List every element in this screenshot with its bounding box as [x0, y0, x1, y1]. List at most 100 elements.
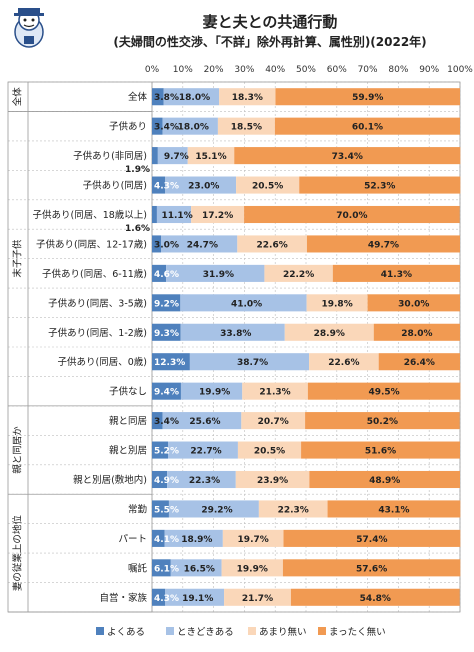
bar-segment — [165, 588, 225, 606]
data-label: 17.2% — [202, 211, 233, 221]
category-label: 親と別居 — [109, 445, 147, 457]
bar-segment — [284, 323, 374, 341]
bar-segment — [152, 147, 158, 165]
data-label: 6.1% — [154, 564, 179, 574]
data-label: 21.7% — [242, 594, 273, 604]
bar-segment — [164, 529, 223, 547]
data-label: 60.1% — [352, 123, 383, 133]
category-label: 嘱託 — [128, 562, 148, 574]
category-label: 親と同居 — [109, 415, 147, 427]
bar-segment — [156, 205, 192, 224]
data-label: 4.9% — [154, 476, 179, 486]
bar-segment — [152, 205, 157, 224]
data-label: 4.1% — [154, 535, 179, 545]
group-label: 末子子供 — [12, 239, 24, 278]
chart-subtitle: (夫婦間の性交渉、「不詳」除外再計算、属性別)(2022年) — [113, 34, 426, 49]
category-label: 子供あり — [109, 121, 147, 133]
legend-label: あまり無い — [259, 626, 307, 638]
data-label: 19.9% — [237, 564, 268, 574]
x-tick-label: 30% — [234, 65, 254, 75]
data-label: 11.1% — [161, 211, 192, 221]
bar-segment — [152, 235, 162, 253]
data-label: 4.3% — [154, 594, 179, 604]
data-label: 20.5% — [252, 182, 283, 192]
bar-segment — [166, 264, 265, 282]
bar-segment — [237, 441, 302, 459]
x-tick-label: 60% — [327, 65, 347, 75]
bar-segment — [152, 412, 163, 430]
bar-segment — [234, 147, 461, 165]
data-label: 59.9% — [352, 93, 383, 103]
data-label: 16.5% — [184, 564, 215, 574]
category-label: 子供あり(同居、3-5歳) — [48, 297, 147, 309]
bar-segment — [152, 382, 181, 400]
category-label: 子供あり(同居、0歳) — [58, 356, 147, 368]
bar-segment — [162, 117, 218, 135]
data-label: 23.0% — [188, 182, 219, 192]
bar-segment — [242, 382, 308, 400]
data-label: 18.3% — [232, 93, 263, 103]
bar-segment — [217, 117, 275, 135]
bar-segment — [309, 470, 460, 489]
data-label: 18.0% — [179, 93, 210, 103]
data-label: 54.8% — [360, 594, 391, 604]
bar-segment — [219, 88, 276, 106]
bar-segment — [264, 264, 333, 282]
data-label: 28.9% — [314, 329, 345, 339]
data-label: 9.4% — [154, 388, 179, 398]
category-label: 子供あり(同居、18歳以上) — [32, 209, 147, 221]
legend-label: まったく無い — [329, 626, 386, 638]
mascot-logo-icon — [14, 8, 44, 48]
data-label: 12.3% — [154, 358, 185, 368]
data-label: 3.8% — [154, 93, 179, 103]
category-label: 子供あり(同居、12-17歳) — [36, 238, 147, 250]
bar-segment — [299, 176, 461, 194]
x-tick-label: 90% — [419, 65, 439, 75]
bar-segment — [168, 500, 259, 518]
bar-segment — [241, 412, 306, 430]
bar-segment — [167, 470, 236, 489]
data-label: 38.7% — [237, 358, 268, 368]
data-label: 70.0% — [336, 211, 367, 221]
bar-segment — [332, 264, 460, 282]
bar-segment — [327, 500, 461, 518]
data-label: 3.4% — [154, 417, 179, 427]
data-label: 9.3% — [154, 329, 179, 339]
bar-segment — [152, 117, 163, 135]
data-label: 19.8% — [321, 299, 352, 309]
value-labels: 3.8% 18.0% 18.3% 59.9%3.4%18.0% 18.5% 60.1%1.… — [125, 93, 435, 604]
bar-segment — [180, 294, 307, 312]
data-label: 18.0% — [178, 123, 209, 133]
bar-segment — [187, 147, 235, 165]
x-tick-labels: 0% 10% 20% 30% 40% 50% 60% 70% 80% 90% 100% — [145, 65, 473, 75]
data-label: 29.2% — [201, 505, 232, 515]
x-tick-label: 10% — [173, 65, 193, 75]
bar-segment — [309, 353, 379, 371]
data-label: 19.1% — [182, 594, 213, 604]
data-label: 15.1% — [195, 152, 226, 162]
category-label: 全体 — [128, 91, 148, 103]
category-label: 子供あり(同居、6-11歳) — [42, 268, 147, 280]
bar-segment — [152, 441, 169, 459]
bar-segment — [157, 147, 188, 165]
category-label: 親と別居(敷地内) — [73, 474, 147, 486]
bar-segment — [152, 588, 166, 606]
bar-segment — [152, 88, 164, 106]
bar-segment — [301, 441, 460, 459]
x-tick-label: 80% — [388, 65, 408, 75]
data-label: 22.6% — [257, 240, 288, 250]
bar-segment — [152, 470, 168, 489]
data-label: 25.6% — [189, 417, 220, 427]
bar-segment — [235, 470, 310, 489]
data-label: 48.9% — [369, 476, 400, 486]
bar-segment — [168, 441, 238, 459]
data-label: 1.6% — [125, 224, 150, 234]
legend-label: ときどきある — [177, 627, 234, 638]
bar-segment — [305, 412, 460, 430]
bar-segment — [152, 559, 171, 577]
bar-segment — [283, 529, 461, 547]
x-tick-label: 0% — [145, 65, 160, 75]
